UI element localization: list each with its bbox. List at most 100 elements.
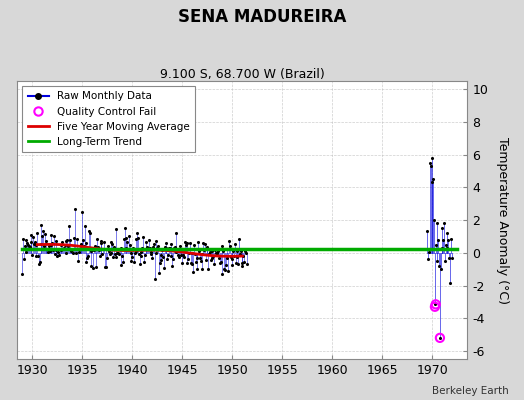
Point — [27, 232, 36, 238]
Text: SENA MADUREIRA: SENA MADUREIRA — [178, 8, 346, 26]
Point — [73, 236, 82, 242]
Point — [56, 246, 64, 252]
Point — [447, 255, 456, 262]
Point — [156, 260, 164, 266]
Point — [111, 251, 119, 258]
Point — [446, 280, 454, 286]
Point — [57, 247, 65, 254]
Point — [138, 245, 147, 251]
Point — [431, 304, 439, 310]
Point — [75, 246, 84, 253]
Point — [104, 242, 112, 249]
Point — [193, 255, 202, 261]
Point — [211, 247, 219, 253]
Point — [221, 267, 229, 274]
Point — [26, 244, 34, 250]
Point — [181, 242, 190, 248]
Point — [113, 250, 122, 256]
Point — [143, 238, 151, 245]
Point — [36, 259, 44, 265]
Point — [178, 260, 187, 266]
Point — [171, 243, 179, 250]
Point — [203, 246, 212, 252]
Point — [177, 247, 185, 254]
Point — [169, 256, 177, 262]
Point — [144, 245, 152, 251]
Point — [55, 251, 63, 258]
Point — [134, 235, 143, 242]
Point — [23, 240, 31, 246]
Point — [68, 247, 77, 253]
Point — [47, 232, 55, 238]
Point — [151, 238, 160, 244]
Point — [95, 253, 104, 259]
Point — [153, 245, 161, 251]
Point — [44, 248, 52, 255]
Point — [61, 249, 70, 256]
Point — [58, 239, 67, 246]
Point — [188, 261, 196, 268]
Point — [179, 252, 188, 258]
Point — [149, 244, 157, 250]
Point — [54, 248, 62, 255]
Point — [157, 256, 166, 263]
Point — [242, 250, 250, 256]
Point — [40, 231, 49, 237]
Point — [43, 246, 51, 252]
Point — [164, 252, 172, 258]
Point — [217, 242, 226, 249]
Point — [126, 242, 134, 248]
Point — [53, 252, 61, 259]
Point — [174, 252, 182, 258]
Point — [71, 246, 80, 252]
Point — [136, 249, 145, 255]
Point — [212, 250, 221, 256]
Point — [24, 242, 32, 248]
Point — [161, 240, 170, 246]
Point — [192, 266, 201, 272]
Point — [96, 240, 105, 246]
Point — [428, 179, 436, 186]
Point — [200, 247, 208, 253]
Point — [436, 335, 444, 341]
Point — [199, 239, 208, 246]
Point — [81, 223, 89, 230]
Point — [93, 236, 102, 242]
Point — [88, 246, 96, 253]
Point — [173, 248, 181, 254]
Point — [91, 242, 99, 249]
Point — [99, 246, 107, 252]
Point — [42, 238, 51, 244]
Point — [425, 249, 433, 256]
Point — [202, 257, 210, 263]
Point — [191, 251, 199, 257]
Point — [160, 265, 168, 271]
Point — [62, 238, 71, 244]
Point — [46, 248, 54, 254]
Legend: Raw Monthly Data, Quality Control Fail, Five Year Moving Average, Long-Term Tren: Raw Monthly Data, Quality Control Fail, … — [23, 86, 195, 152]
Point — [71, 206, 79, 212]
Point — [440, 220, 448, 226]
Point — [432, 242, 440, 248]
Point — [65, 223, 73, 230]
Point — [189, 268, 198, 275]
Point — [84, 253, 92, 259]
Point — [201, 241, 209, 247]
Point — [226, 242, 234, 249]
Point — [34, 253, 42, 259]
Point — [30, 239, 39, 245]
Point — [183, 240, 192, 246]
Point — [35, 261, 43, 267]
Point — [218, 271, 226, 277]
Point — [49, 247, 57, 253]
Point — [126, 250, 135, 256]
Point — [180, 254, 188, 260]
Point — [28, 252, 37, 258]
Point — [223, 246, 232, 252]
Point — [90, 246, 98, 253]
Point — [64, 243, 72, 249]
Point — [228, 262, 236, 268]
Point — [66, 236, 74, 243]
Point — [204, 266, 212, 272]
Point — [147, 248, 156, 255]
